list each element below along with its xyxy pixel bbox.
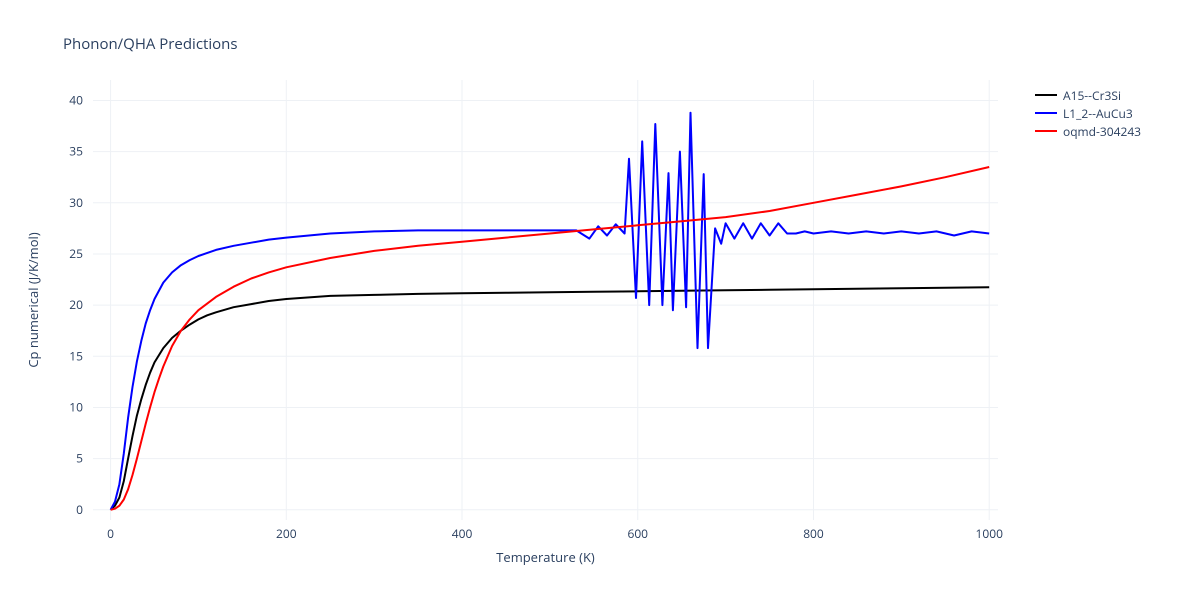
x-tick-label: 1000	[975, 525, 1003, 542]
y-tick-label: 10	[69, 398, 83, 415]
y-tick-label: 40	[69, 91, 83, 108]
legend-item[interactable]: oqmd-304243	[1035, 122, 1141, 140]
y-tick-label: 35	[69, 143, 83, 160]
legend-item[interactable]: L1_2--AuCu3	[1035, 104, 1141, 122]
chart-plot[interactable]: 0 200 400 600 800 1000 0 5 10 15 20 25 30 35 40 Tempera…	[0, 0, 1200, 600]
legend-swatch	[1035, 130, 1057, 132]
chart-root: Phonon/QHA Predictions 02004006008001000…	[0, 0, 1200, 600]
y-tick-label: 15	[69, 347, 83, 364]
x-tick-label: 400	[452, 525, 473, 542]
chart-title: Phonon/QHA Predictions	[63, 34, 238, 54]
y-tick-label: 25	[69, 245, 83, 262]
x-tick-label: 600	[627, 525, 648, 542]
legend-swatch	[1035, 112, 1057, 114]
x-tick-label: 800	[803, 525, 824, 542]
x-tick-label: 0	[107, 525, 114, 542]
x-tick-label: 200	[276, 525, 297, 542]
y-tick-label: 20	[69, 296, 83, 313]
y-tick-label: 0	[76, 501, 83, 518]
legend-label: oqmd-304243	[1063, 123, 1141, 140]
y-tick-label: 30	[69, 194, 83, 211]
legend-label: L1_2--AuCu3	[1063, 105, 1133, 122]
legend-swatch	[1035, 94, 1057, 96]
y-tick-label: 5	[76, 450, 83, 467]
chart-legend: A15--Cr3SiL1_2--AuCu3oqmd-304243	[1035, 86, 1141, 140]
legend-item[interactable]: A15--Cr3Si	[1035, 86, 1141, 104]
x-axis-label: Temperature (K)	[496, 548, 595, 566]
legend-label: A15--Cr3Si	[1063, 87, 1121, 104]
y-axis-label: Cp numerical (J/K/mol)	[24, 232, 42, 367]
